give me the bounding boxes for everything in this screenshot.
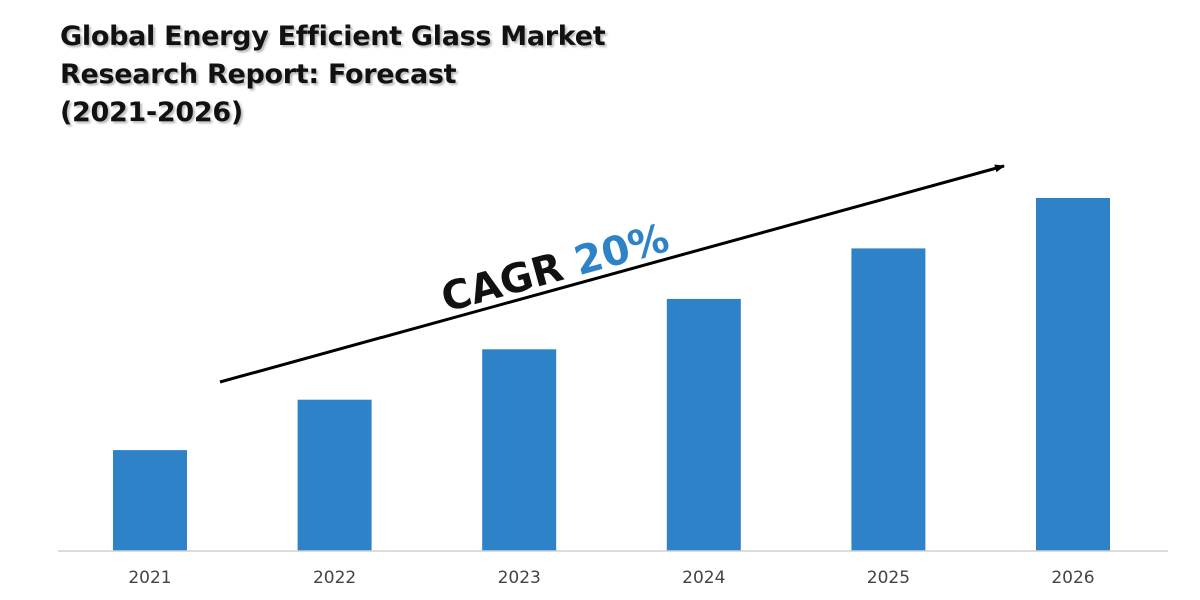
- chart-title-line-1: Global Energy Efficient Glass Market: [60, 21, 606, 52]
- trend-arrow: [219, 164, 1005, 384]
- chart-title-line-3: (2021-2026): [60, 97, 243, 128]
- cagr-label: CAGR: [436, 244, 568, 321]
- bar-2022: [297, 399, 372, 551]
- cagr-value: 20%: [569, 215, 674, 285]
- bar-series: [113, 198, 1110, 551]
- x-tick-label-2021: 2021: [128, 568, 171, 588]
- cagr-annotation: CAGR20%: [436, 215, 674, 321]
- chart-title-line-2: Research Report: Forecast: [60, 59, 457, 90]
- x-tick-label-2023: 2023: [498, 568, 541, 588]
- x-tick-label-2026: 2026: [1051, 568, 1094, 588]
- bar-2023: [482, 349, 557, 551]
- chart-title: Global Energy Efficient Glass Market Res…: [60, 18, 680, 132]
- bar-2026: [1036, 198, 1110, 551]
- bar-2025: [851, 248, 926, 551]
- bar-2024: [666, 298, 741, 551]
- x-tick-label-2025: 2025: [867, 568, 910, 588]
- bar-2021: [113, 450, 187, 551]
- x-tick-label-2022: 2022: [313, 568, 356, 588]
- x-tick-label-2024: 2024: [682, 568, 725, 588]
- x-axis-ticks: 2021 2022 2023 2024 2025 2026: [128, 568, 1094, 588]
